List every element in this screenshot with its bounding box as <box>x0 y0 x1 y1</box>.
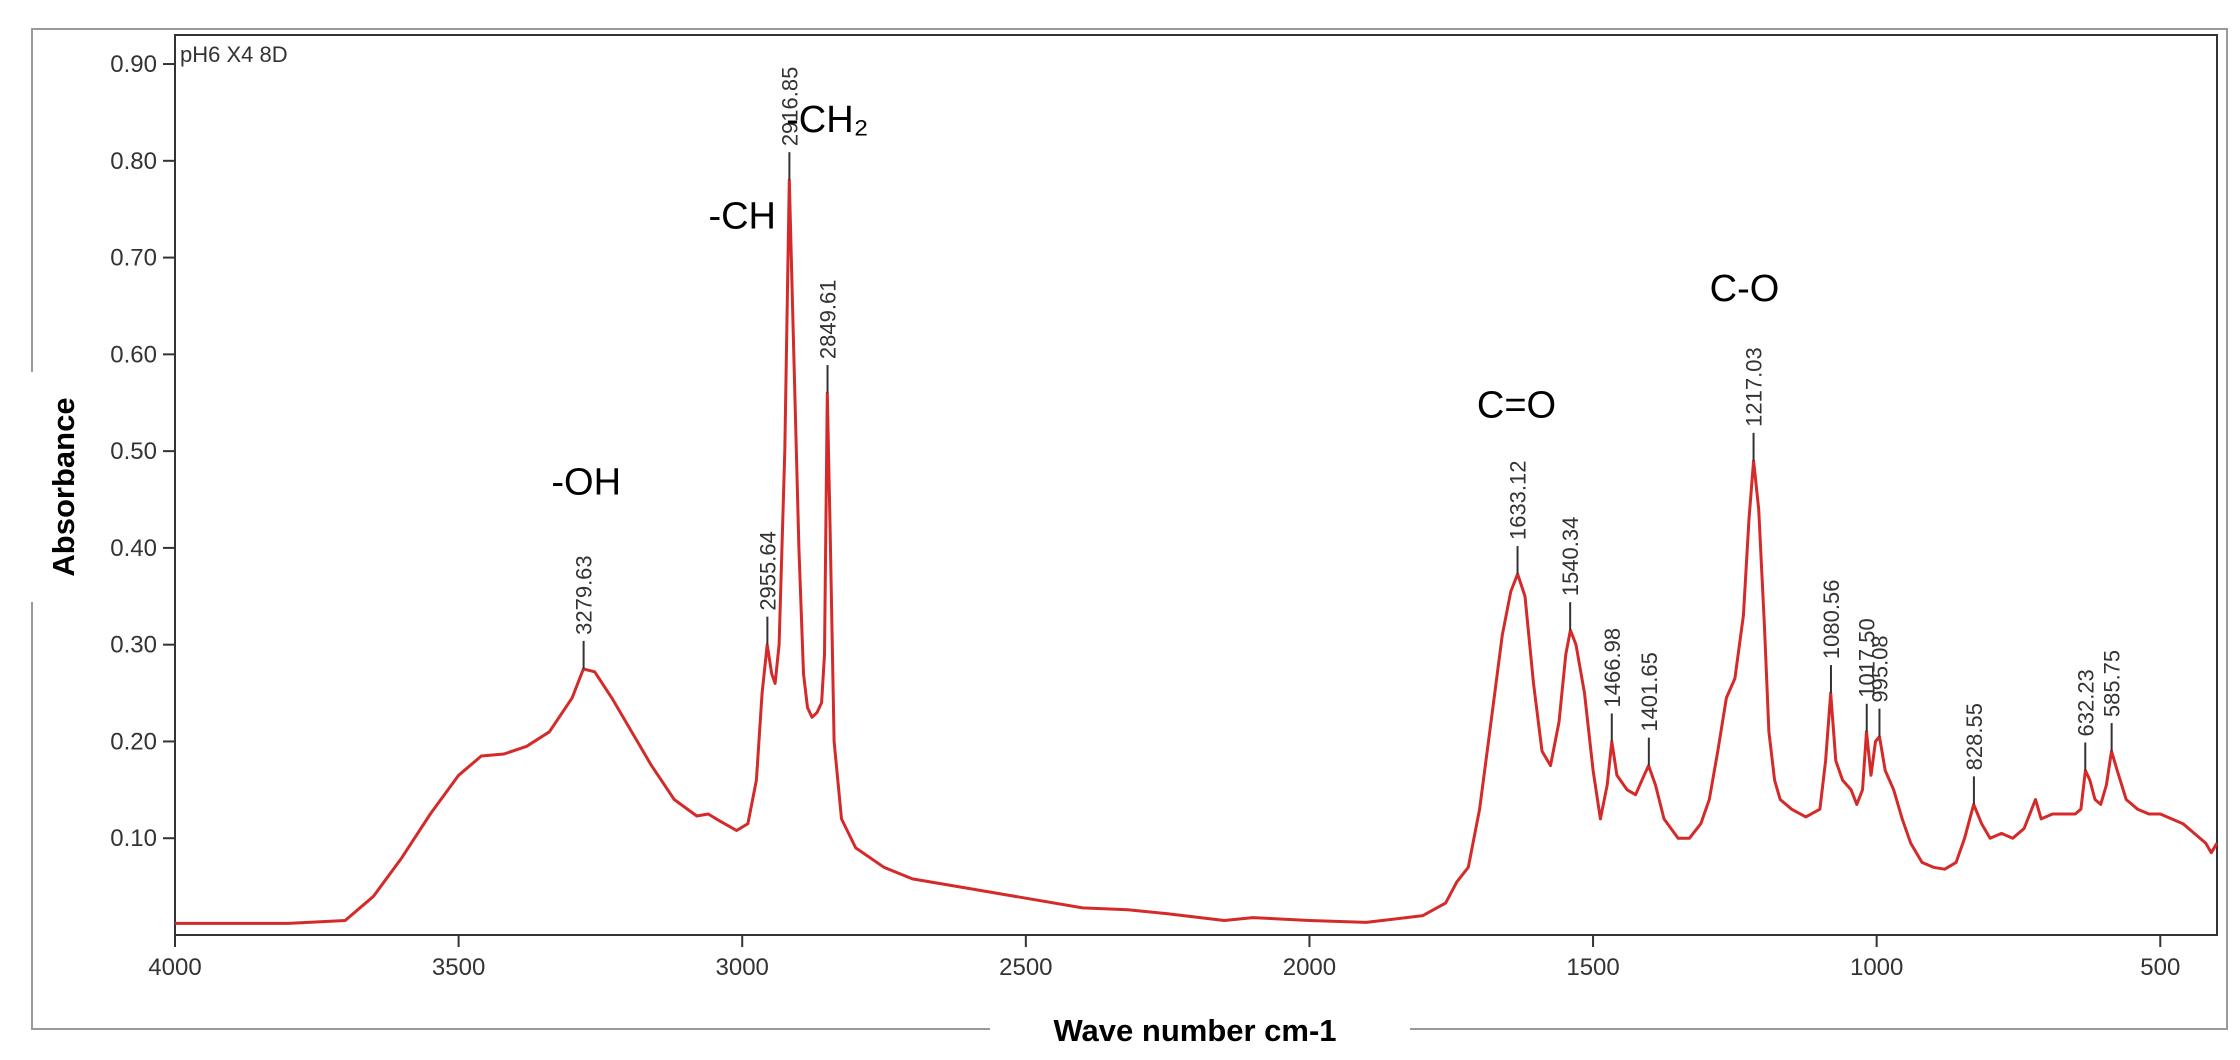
peak-label: 1401.65 <box>1637 652 1662 732</box>
peak-label: 2849.61 <box>816 280 841 360</box>
y-tick-label: 0.60 <box>110 341 157 368</box>
band-annotation: -CH₂ <box>786 99 868 141</box>
peak-label: 1017.50 <box>1855 618 1880 698</box>
peak-label: 1540.34 <box>1558 517 1583 597</box>
x-tick-label: 1500 <box>1566 954 1619 981</box>
peak-label: 1466.98 <box>1600 628 1625 708</box>
peak-label: 995.08 <box>1867 635 1892 702</box>
y-tick-label: 0.10 <box>110 825 157 852</box>
peak-label: 585.75 <box>2100 650 2125 717</box>
peak-label: 1217.03 <box>1742 347 1767 427</box>
x-tick-label: 1000 <box>1850 954 1903 981</box>
band-annotation: C=O <box>1477 384 1556 426</box>
peak-label: 1633.12 <box>1506 461 1531 541</box>
band-annotation: -OH <box>551 462 621 504</box>
band-annotation: C-O <box>1710 268 1780 310</box>
x-tick-label: 4000 <box>148 954 201 981</box>
peak-labels: 3279.63 2955.64 2916.85 2849.61 1633.12 1540.… <box>572 67 2125 805</box>
x-axis-title: Wave number cm-1 <box>1053 1013 1336 1048</box>
y-axis-title: Absorbance <box>46 397 81 576</box>
spectrum-series <box>175 178 2219 925</box>
y-tick-label: 0.30 <box>110 632 157 659</box>
y-tick-label: 0.80 <box>110 148 157 175</box>
band-annotations: -OH -CH -CH₂ C=O C-O <box>551 99 1779 504</box>
band-annotation: -CH <box>708 196 776 238</box>
x-tick-label: 3000 <box>716 954 769 981</box>
figure-frame <box>31 28 2228 1030</box>
peak-label: 828.55 <box>1962 703 1987 770</box>
x-tick-label: 500 <box>2140 954 2180 981</box>
sample-label: pH6 X4 8D <box>180 42 288 67</box>
peak-label: 3279.63 <box>572 555 597 635</box>
x-tick-label: 2000 <box>1283 954 1336 981</box>
y-tick-label: 0.90 <box>110 51 157 78</box>
x-axis-title-mask <box>990 1010 1410 1050</box>
y-tick-label: 0.70 <box>110 245 157 272</box>
x-tick-label: 2500 <box>999 954 1052 981</box>
y-tick-label: 0.50 <box>110 438 157 465</box>
y-axis-ticks: 0.10 0.20 0.30 0.40 0.50 0.60 0.70 0.80 0.90 <box>110 51 175 852</box>
y-axis-title-mask <box>28 372 82 602</box>
y-tick-label: 0.20 <box>110 728 157 755</box>
x-tick-label: 3500 <box>432 954 485 981</box>
peak-label: 1080.56 <box>1819 580 1844 660</box>
peak-label: 2955.64 <box>755 531 780 611</box>
peak-label: 2916.85 <box>777 67 802 147</box>
plot-area-border <box>174 34 2218 936</box>
peak-label: 632.23 <box>2073 669 2098 736</box>
y-tick-label: 0.40 <box>110 535 157 562</box>
spectrum-line <box>175 178 2219 925</box>
x-axis-ticks: 4000 3500 3000 2500 2000 1500 1000 500 <box>148 935 2180 981</box>
